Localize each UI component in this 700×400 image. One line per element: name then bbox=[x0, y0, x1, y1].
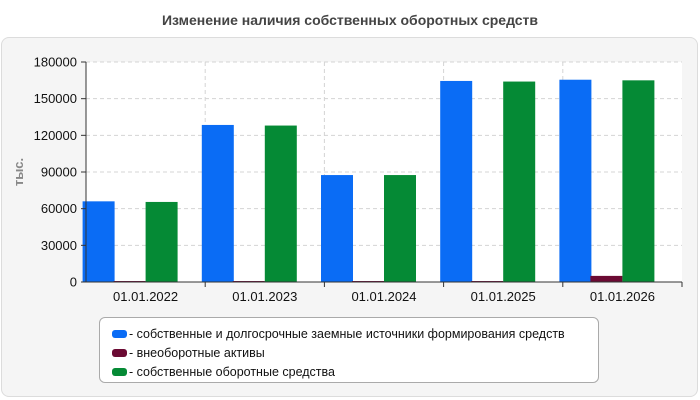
bar bbox=[559, 79, 592, 282]
y-tick-label: 180000 bbox=[34, 55, 77, 70]
bars bbox=[82, 79, 655, 282]
legend-item: - собственные и долгосрочные заемные ист… bbox=[112, 324, 598, 343]
bar bbox=[622, 80, 655, 282]
legend-label: - собственные и долгосрочные заемные ист… bbox=[129, 326, 565, 341]
chart-title: Изменение наличия собственных оборотных … bbox=[161, 12, 539, 28]
legend-item: - внеоборотные активы bbox=[112, 343, 598, 362]
legend-swatch bbox=[112, 367, 127, 376]
x-tick-label: 01.01.2023 bbox=[232, 289, 297, 304]
legend-label: - внеоборотные активы bbox=[129, 345, 265, 360]
legend: - собственные и долгосрочные заемные ист… bbox=[99, 317, 599, 383]
y-tick-label: 60000 bbox=[41, 201, 77, 216]
bar bbox=[82, 201, 115, 282]
tick-labels: 0 30000 60000 90000 120000 150000 180000 01.01.… bbox=[34, 55, 655, 305]
y-tick-label: 90000 bbox=[41, 165, 77, 180]
bar bbox=[590, 275, 623, 282]
x-tick-label: 01.01.2024 bbox=[351, 289, 416, 304]
bar bbox=[145, 201, 178, 282]
legend-swatch bbox=[112, 348, 127, 357]
bar bbox=[503, 81, 536, 282]
y-axis-label: тыс. bbox=[11, 158, 26, 186]
bar bbox=[201, 124, 234, 282]
y-tick-label: 150000 bbox=[34, 91, 77, 106]
bar bbox=[264, 125, 297, 282]
axes bbox=[81, 61, 683, 287]
legend-label: - собственные оборотные средства bbox=[129, 364, 335, 379]
y-tick-label: 0 bbox=[70, 275, 77, 290]
bar bbox=[384, 175, 416, 282]
legend-item: - собственные оборотные средства bbox=[112, 362, 598, 381]
bar bbox=[440, 80, 473, 282]
x-tick-label: 01.01.2025 bbox=[471, 289, 536, 304]
legend-swatch bbox=[112, 329, 127, 338]
x-tick-label: 01.01.2022 bbox=[113, 289, 178, 304]
x-tick-label: 01.01.2026 bbox=[590, 289, 655, 304]
bar bbox=[321, 175, 353, 282]
y-tick-label: 120000 bbox=[34, 128, 77, 143]
y-tick-label: 30000 bbox=[41, 238, 77, 253]
